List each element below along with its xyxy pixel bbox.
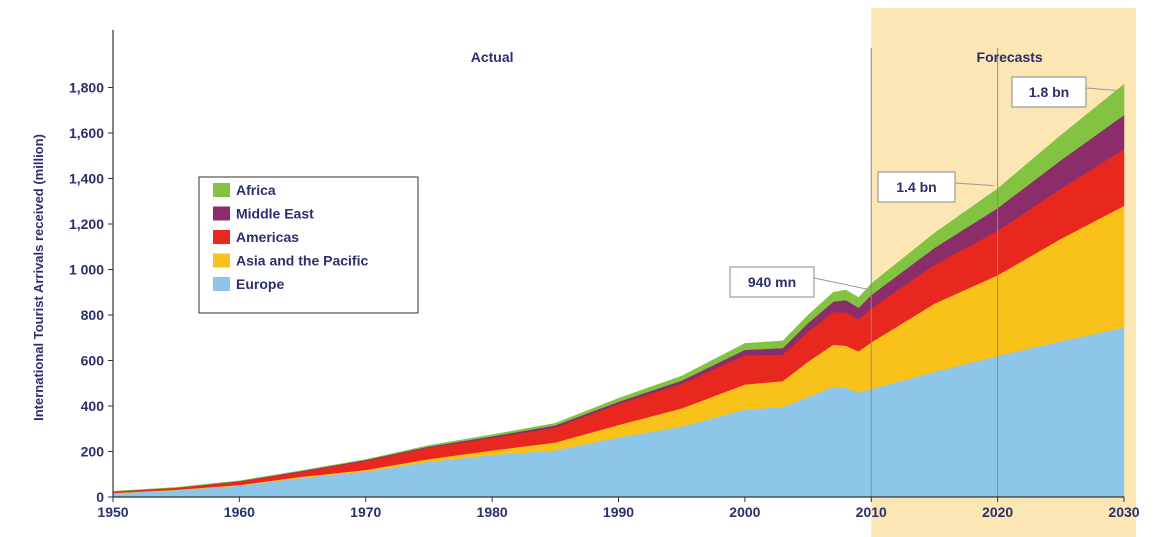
legend-label: Asia and the Pacific: [236, 253, 368, 269]
x-tick-label: 1980: [477, 504, 508, 520]
legend-swatch-europe: [213, 277, 230, 291]
y-tick-label: 1,600: [69, 125, 104, 141]
legend-swatch-americas: [213, 230, 230, 244]
legend-box: [198, 176, 419, 314]
y-tick-label: 200: [81, 444, 105, 460]
legend-swatch-africa: [213, 183, 230, 197]
x-axis-ticks: 1950 1960 1970 1980 1990 2000 2010 2020 2030: [97, 497, 1140, 520]
y-tick-label: 600: [81, 353, 105, 369]
y-axis-label: International Tourist Arrivals received …: [31, 134, 46, 421]
legend: Africa Middle East Americas Asia and the Pa…: [198, 176, 419, 314]
callout-label: 1.8 bn: [1029, 84, 1069, 100]
callout-box: [1011, 76, 1087, 108]
legend-label: Middle East: [236, 206, 314, 222]
legend-label: Europe: [236, 276, 284, 292]
callout-leader: [813, 277, 868, 290]
callout-leader: [954, 182, 994, 187]
callout-labels: 940 mn 1.4 bn 1.8 bn: [729, 76, 1117, 298]
y-tick-label: 1 000: [69, 262, 104, 278]
legend-label: Africa: [236, 182, 276, 198]
x-tick-label: 1950: [97, 504, 128, 520]
callout-leader: [1085, 87, 1117, 91]
period-label-forecasts: Forecasts: [977, 49, 1043, 65]
x-tick-label: 2000: [729, 504, 760, 520]
callout-box: [877, 171, 956, 203]
x-tick-label: 1970: [350, 504, 381, 520]
legend-swatch-middle-east: [213, 206, 230, 221]
y-tick-label: 0: [96, 489, 104, 505]
callout-label: 940 mn: [748, 274, 796, 290]
x-tick-label: 2020: [982, 504, 1013, 520]
legend-label: Americas: [236, 229, 299, 245]
x-tick-label: 2010: [856, 504, 887, 520]
y-tick-label: 400: [81, 398, 105, 414]
y-tick-label: 1,800: [69, 80, 104, 96]
period-label-actual: Actual: [471, 49, 514, 65]
y-axis-ticks: 0 200 400 600 800 1 000 1,200 1,400 1,600 1,800: [69, 80, 113, 505]
x-tick-label: 1960: [224, 504, 255, 520]
legend-swatch-asia-and-the-pacific: [213, 253, 230, 268]
period-divider-lines: [870, 48, 999, 497]
y-tick-label: 1,400: [69, 171, 104, 187]
callout-label: 1.4 bn: [896, 179, 936, 195]
callout-box: [729, 266, 815, 298]
x-tick-label: 1990: [603, 504, 634, 520]
y-tick-label: 800: [81, 307, 105, 323]
area-africa: [112, 83, 1125, 492]
y-tick-label: 1,200: [69, 216, 104, 232]
x-tick-label: 2030: [1108, 504, 1139, 520]
period-labels: Actual Forecasts: [471, 49, 1043, 65]
